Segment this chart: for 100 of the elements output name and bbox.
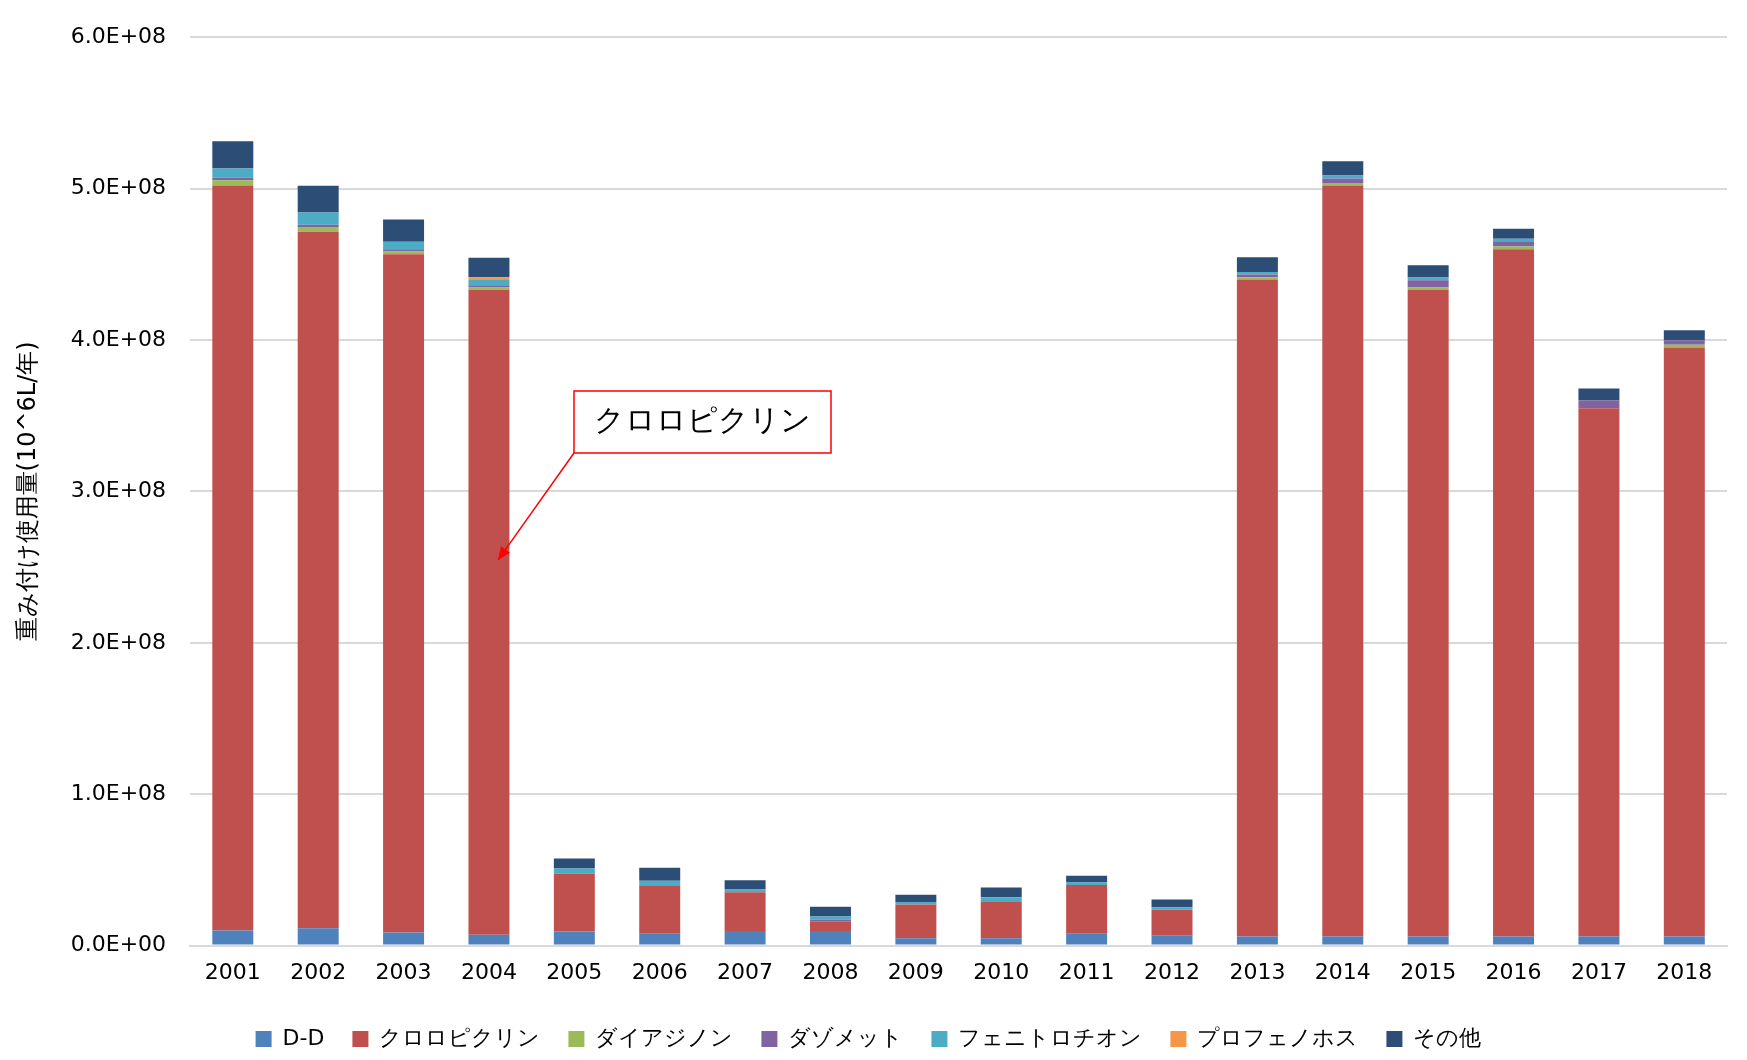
x-tick-label: 2010 (973, 958, 1030, 984)
bar (1151, 907, 1193, 910)
bar (639, 933, 681, 945)
x-tick-label: 2018 (1656, 958, 1713, 984)
legend-label: D-D (282, 1024, 325, 1050)
bar (1066, 933, 1108, 945)
x-tick-label: 2004 (460, 958, 517, 984)
bar (1322, 183, 1364, 186)
x-tick-label: 2007 (717, 958, 774, 984)
bar (1663, 347, 1705, 937)
bar (468, 279, 510, 286)
bar (639, 867, 681, 881)
bar (809, 921, 851, 932)
bar (383, 932, 425, 945)
bar (1236, 279, 1278, 937)
bar (980, 897, 1022, 902)
y-tick-label: 5.0E+08 (70, 174, 167, 200)
bar (1151, 935, 1193, 945)
bar (383, 254, 425, 933)
bar (1407, 287, 1449, 291)
bar (1407, 290, 1449, 937)
bar (1322, 936, 1364, 945)
bar (1493, 228, 1535, 239)
x-tick-label: 2009 (887, 958, 944, 984)
bar (468, 289, 510, 935)
y-tick-label: 1.0E+08 (70, 779, 167, 805)
bar (297, 212, 339, 225)
bar (553, 868, 595, 874)
legend-label: プロフェノホス (1197, 1024, 1359, 1050)
bar (297, 185, 339, 213)
bar (297, 231, 339, 929)
bar (1578, 936, 1620, 945)
bar (1151, 909, 1193, 936)
x-tick-label: 2002 (290, 958, 347, 984)
x-tick-label: 2014 (1314, 958, 1371, 984)
bar (895, 902, 937, 905)
y-tick-label: 6.0E+08 (70, 22, 167, 48)
bar (809, 931, 851, 945)
bar (724, 892, 766, 932)
y-axis-title: 重み付け使用量(10^6L/年) (12, 341, 41, 642)
bar (895, 894, 937, 902)
legend-label: クロロピクリン (379, 1024, 541, 1050)
bar (212, 141, 254, 169)
bar (724, 931, 766, 945)
bar (297, 928, 339, 945)
bar (1578, 400, 1620, 409)
bar (212, 930, 254, 945)
bar (980, 902, 1022, 939)
x-tick-label: 2013 (1229, 958, 1286, 984)
bar (1493, 241, 1535, 247)
bar (1407, 936, 1449, 945)
x-tick-label: 2006 (631, 958, 688, 984)
bar (980, 887, 1022, 898)
y-tick-label: 4.0E+08 (70, 325, 167, 351)
bar (1663, 330, 1705, 341)
bar (212, 185, 254, 931)
bar (980, 938, 1022, 945)
bar (895, 938, 937, 945)
annotation: クロロピクリン (594, 401, 811, 437)
bar (1407, 265, 1449, 278)
x-tick-label: 2016 (1485, 958, 1542, 984)
legend-label: フェニトロチオン (958, 1024, 1143, 1050)
bar (383, 241, 425, 250)
bar (553, 858, 595, 869)
bar (1493, 249, 1535, 937)
bar (468, 277, 510, 280)
x-tick-label: 2017 (1570, 958, 1627, 984)
y-tick-label: 0.0E+00 (70, 931, 167, 957)
bar (1236, 257, 1278, 273)
bar (1493, 936, 1535, 945)
bar (639, 885, 681, 934)
x-tick-label: 2012 (1144, 958, 1201, 984)
legend-label: ダゾメット (788, 1024, 904, 1050)
bar (1151, 899, 1193, 908)
bar (1407, 280, 1449, 288)
bar (1236, 936, 1278, 945)
x-tick-label: 2011 (1058, 958, 1115, 984)
bar (468, 934, 510, 945)
bar (895, 904, 937, 939)
bar (553, 873, 595, 932)
bar (1322, 178, 1364, 183)
x-tick-label: 2001 (204, 958, 261, 984)
bar (212, 168, 254, 178)
bar (1578, 388, 1620, 401)
legend-label: その他 (1413, 1024, 1482, 1050)
bar (724, 880, 766, 890)
bar (1322, 161, 1364, 176)
x-tick-label: 2005 (546, 958, 603, 984)
bar (1322, 185, 1364, 937)
bar (212, 180, 254, 186)
bar (553, 931, 595, 945)
bar (1066, 882, 1108, 886)
bar (468, 257, 510, 278)
bar (809, 906, 851, 917)
bar (1663, 344, 1705, 348)
legend-label: ダイアジノン (595, 1024, 734, 1050)
y-tick-label: 3.0E+08 (70, 477, 167, 503)
bar (1663, 340, 1705, 345)
bar (1066, 885, 1108, 934)
bar (383, 219, 425, 242)
